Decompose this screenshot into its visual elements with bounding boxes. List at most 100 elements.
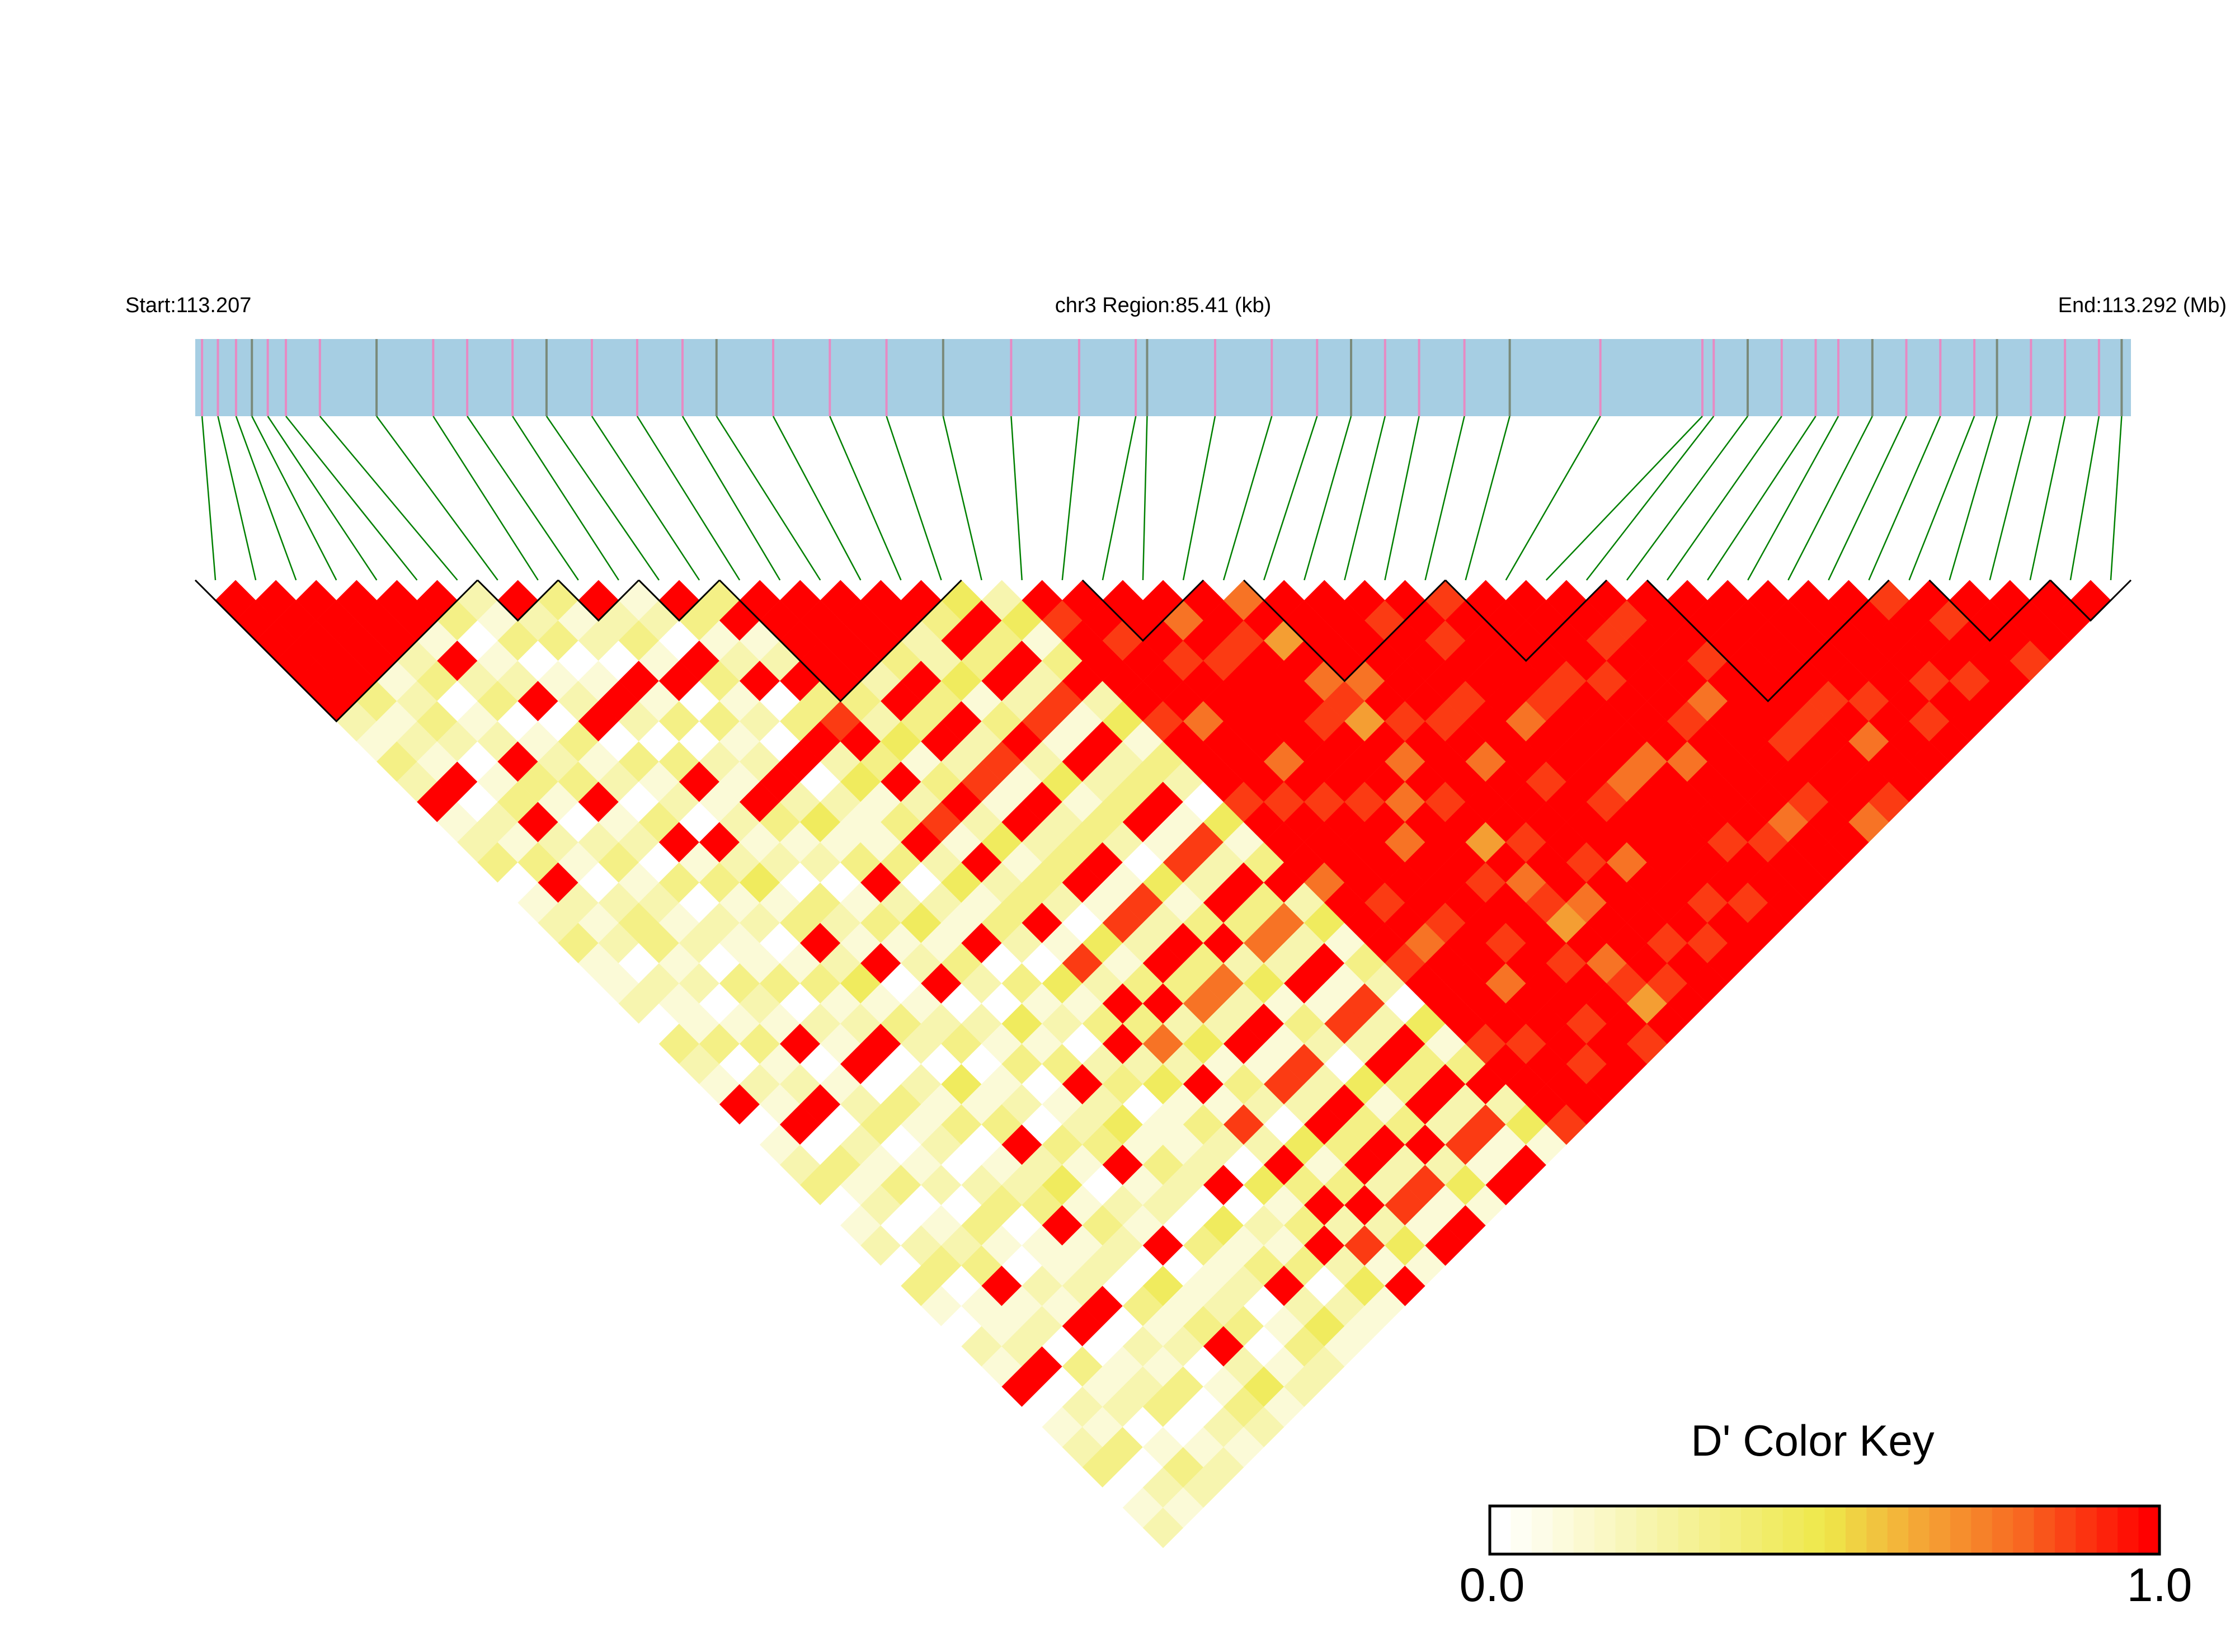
snp-connector-line	[1585, 416, 1715, 581]
snp-connector-line	[2029, 416, 2066, 581]
snp-connector-line	[1707, 416, 1817, 581]
color-key-swatch	[2138, 1506, 2160, 1554]
snp-connector-line	[1102, 416, 1137, 581]
snp-connector-line	[2069, 416, 2100, 581]
color-key-swatch	[1552, 1506, 1574, 1554]
snp-connector-line	[772, 416, 862, 581]
color-key-swatch	[1636, 1506, 1658, 1554]
color-key-swatch	[1804, 1506, 1825, 1554]
color-key-swatch	[1699, 1506, 1721, 1554]
color-key	[1490, 1506, 2160, 1554]
snp-connector-line	[1061, 416, 1080, 581]
ld-block-outline	[1243, 579, 1446, 683]
snp-connector-line	[716, 416, 821, 581]
color-key-swatch	[1950, 1506, 1972, 1554]
snp-connector-line	[512, 416, 619, 581]
snp-connector-line	[251, 416, 337, 581]
ld-block-outline	[1646, 579, 1890, 703]
snp-connector-line	[1010, 416, 1023, 581]
legend-min-label: 0.0	[1460, 1559, 1525, 1611]
snp-connector-line	[1222, 416, 1273, 581]
snp-connector-line	[376, 416, 498, 581]
ld-block-outline	[194, 579, 478, 723]
snp-connector-line	[636, 416, 741, 581]
color-key-swatch	[1594, 1506, 1616, 1554]
color-key-swatch	[1971, 1506, 1993, 1554]
snp-connector-line	[1384, 416, 1420, 581]
snp-connector-line	[1465, 416, 1511, 581]
color-key-swatch	[1824, 1506, 1846, 1554]
color-key-swatch	[1782, 1506, 1805, 1554]
color-key-swatch	[1929, 1506, 1951, 1554]
snp-connector-line	[1142, 416, 1148, 581]
color-key-swatch	[2096, 1506, 2119, 1554]
color-key-swatch	[2013, 1506, 2035, 1554]
snp-connector-line	[1828, 416, 1907, 581]
gene-region-bar	[195, 339, 2131, 416]
snp-connector-line	[467, 416, 579, 581]
color-key-swatch	[1678, 1506, 1700, 1554]
color-key-swatch	[1908, 1506, 1930, 1554]
color-key-border	[1488, 1504, 2161, 1556]
color-key-swatch	[1657, 1506, 1679, 1554]
color-key-swatch	[1887, 1506, 1909, 1554]
ld-block-outline	[638, 579, 721, 622]
ld-block-outline	[719, 579, 962, 703]
color-key-swatch	[1740, 1506, 1763, 1554]
region-start-label: Start:113.207	[125, 294, 251, 317]
snp-connector-line	[1424, 416, 1465, 581]
snp-connector-line	[432, 416, 539, 581]
ld-block-outline	[1444, 579, 1607, 662]
ld-cells	[215, 580, 2111, 1549]
color-key-swatch	[2118, 1506, 2139, 1554]
snp-connector-line	[319, 416, 458, 581]
legend-title: D' Color Key	[1691, 1416, 1934, 1465]
snp-connector-line	[235, 416, 297, 581]
snp-connector-line	[2110, 416, 2123, 581]
ld-block-outline	[2049, 579, 2132, 622]
color-key-swatch	[1531, 1506, 1554, 1554]
color-key-swatch	[1490, 1506, 1512, 1554]
snp-connector-line	[1344, 416, 1386, 581]
snp-connector-line	[285, 416, 418, 581]
snp-connectors	[201, 416, 2123, 581]
snp-connector-line	[886, 416, 942, 581]
snp-connector-line	[217, 416, 257, 581]
snp-connector-line	[1545, 416, 1703, 581]
color-key-swatch	[1573, 1506, 1596, 1554]
color-key-swatch	[2076, 1506, 2097, 1554]
color-key-swatch	[2054, 1506, 2077, 1554]
snp-connector-line	[267, 416, 378, 581]
color-key-swatch	[2034, 1506, 2055, 1554]
snp-connector-line	[1787, 416, 1873, 581]
snp-connector-line	[1304, 416, 1352, 581]
snp-connector-line	[1908, 416, 1975, 581]
color-key-swatch	[1762, 1506, 1784, 1554]
snp-connector-line	[1182, 416, 1216, 581]
snp-connector-line	[829, 416, 902, 581]
snp-ticks	[201, 339, 2123, 416]
snp-connector-line	[1949, 416, 1998, 581]
ld-block-outline	[557, 579, 639, 622]
color-key-swatch	[1866, 1506, 1888, 1554]
snp-connector-line	[1626, 416, 1748, 581]
color-key-swatch	[1845, 1506, 1867, 1554]
ld-block-outline	[477, 579, 559, 622]
region-title: chr3 Region:85.41 (kb)	[1055, 294, 1272, 317]
snp-connector-line	[1667, 416, 1782, 581]
snp-connector-line	[591, 416, 700, 581]
snp-connector-line	[201, 416, 217, 581]
color-key-swatch	[1720, 1506, 1742, 1554]
ld-block-outline	[1928, 579, 2051, 642]
region-end-label: End:113.292 (Mb)	[2058, 294, 2227, 317]
snp-connector-line	[1505, 416, 1601, 581]
color-key-swatch	[1511, 1506, 1532, 1554]
legend-max-label: 1.0	[2127, 1559, 2192, 1611]
ld-block-outlines	[194, 579, 2132, 723]
color-key-swatch	[1992, 1506, 2014, 1554]
snp-connector-line	[681, 416, 781, 581]
ld-block-outline	[1081, 579, 1204, 642]
snp-connector-line	[1747, 416, 1839, 581]
snp-connector-line	[1868, 416, 1941, 581]
